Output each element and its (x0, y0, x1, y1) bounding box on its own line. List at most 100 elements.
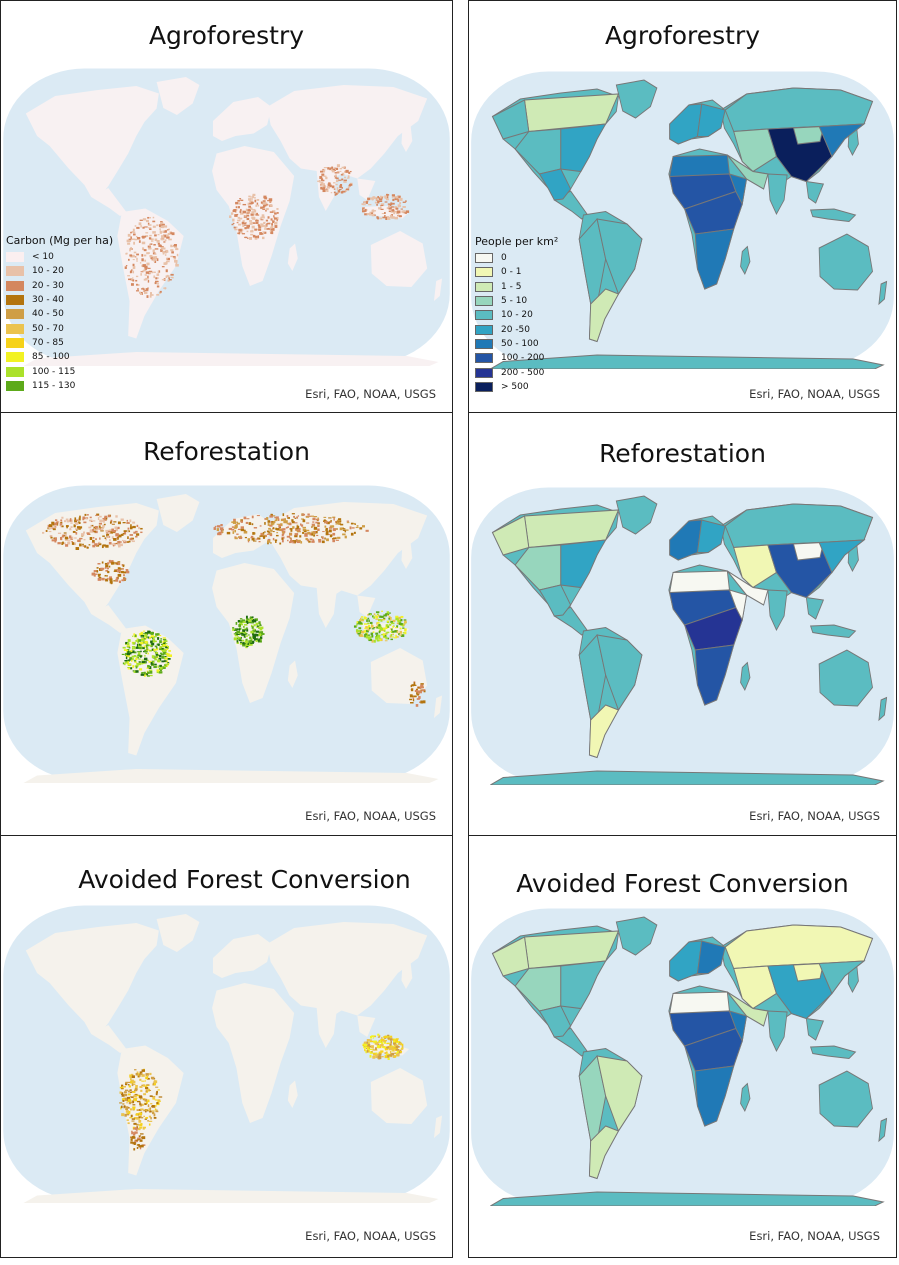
carbon-pixel (88, 526, 92, 529)
carbon-pixel (144, 640, 148, 644)
carbon-pixel (332, 538, 334, 540)
carbon-pixel (389, 617, 392, 619)
carbon-pixel (391, 196, 394, 198)
carbon-pixel (107, 532, 109, 536)
carbon-pixel (165, 663, 169, 666)
carbon-pixel (159, 640, 162, 644)
carbon-pixel (135, 640, 138, 642)
carbon-pixel (157, 270, 160, 274)
carbon-pixel (154, 260, 157, 263)
carbon-pixel (380, 217, 383, 220)
carbon-pixel (86, 514, 89, 516)
carbon-pixel (238, 624, 242, 627)
carbon-pixel (384, 640, 388, 642)
carbon-pixel (246, 628, 249, 632)
carbon-pixel (132, 1134, 136, 1136)
attribution: Esri, FAO, NOAA, USGS (305, 1229, 436, 1243)
carbon-pixel (116, 536, 119, 540)
carbon-pixel (166, 234, 169, 237)
carbon-pixel (105, 564, 109, 568)
carbon-pixel (275, 518, 278, 521)
carbon-pixel (419, 690, 422, 694)
carbon-pixel (133, 1141, 136, 1144)
carbon-pixel (51, 539, 55, 542)
carbon-pixel (120, 1106, 122, 1110)
carbon-pixel (142, 1126, 145, 1130)
carbon-pixel (123, 1093, 128, 1097)
carbon-pixel (147, 671, 150, 674)
legend-entry: < 10 (6, 250, 113, 264)
carbon-pixel (388, 207, 392, 210)
carbon-pixel (156, 224, 159, 227)
carbon-pixel (231, 529, 233, 531)
carbon-pixel (159, 244, 162, 247)
carbon-pixel (412, 697, 415, 700)
carbon-pixel (51, 521, 55, 525)
carbon-pixel (123, 1105, 126, 1108)
carbon-pixel (165, 261, 168, 265)
carbon-pixel (260, 631, 264, 634)
carbon-pixel (160, 246, 165, 250)
carbon-pixel (272, 520, 276, 524)
region-centralAfr (683, 190, 743, 235)
carbon-pixel (146, 295, 149, 298)
carbon-pixel (393, 211, 396, 215)
carbon-pixel (395, 1044, 398, 1046)
carbon-pixel (98, 525, 101, 529)
carbon-pixel (61, 535, 64, 538)
carbon-pixel (368, 636, 372, 639)
carbon-pixel (237, 620, 240, 623)
land-seAsia (357, 178, 376, 200)
carbon-pixel (409, 694, 413, 696)
carbon-pixel (421, 689, 426, 691)
carbon-pixel (323, 516, 327, 518)
carbon-pixel (236, 222, 239, 224)
carbon-pixel (233, 633, 236, 635)
carbon-pixel (358, 627, 362, 630)
carbon-pixel (141, 1136, 145, 1139)
carbon-pixel (124, 662, 126, 666)
carbon-pixel (371, 197, 374, 201)
carbon-pixel (392, 1038, 395, 1040)
carbon-pixel (138, 668, 143, 671)
world-map-people-reforestation (469, 485, 896, 785)
carbon-pixel (119, 1091, 122, 1094)
carbon-pixel (240, 208, 242, 212)
carbon-pixel (144, 649, 148, 653)
carbon-pixel (251, 515, 254, 519)
carbon-pixel (366, 200, 369, 202)
carbon-pixel (118, 534, 122, 538)
carbon-pixel (236, 521, 238, 523)
carbon-pixel (139, 1147, 142, 1150)
carbon-pixel (127, 536, 129, 539)
carbon-pixel (157, 670, 159, 673)
land-seAsia (805, 596, 825, 620)
carbon-pixel (101, 577, 105, 581)
carbon-pixel (137, 288, 139, 291)
carbon-pixel (238, 628, 241, 631)
carbon-pixel (159, 646, 163, 649)
carbon-pixel (395, 207, 399, 210)
carbon-pixel (355, 624, 358, 627)
carbon-pixel (101, 561, 104, 564)
region-centralAfr (683, 606, 743, 651)
carbon-pixel (324, 521, 328, 523)
carbon-pixel (363, 209, 365, 211)
carbon-pixel (153, 665, 157, 669)
legend-swatch (475, 338, 493, 349)
carbon-pixel (238, 536, 243, 539)
carbon-pixel (349, 170, 352, 173)
legend-title: Carbon (Mg per ha) (6, 234, 114, 247)
carbon-pixel (109, 576, 113, 580)
legend-label: 10 - 20 (32, 266, 64, 277)
carbon-pixel (48, 524, 53, 527)
carbon-pixel (274, 225, 278, 228)
carbon-pixel (397, 214, 400, 216)
region-mideast (726, 570, 769, 606)
carbon-pixel (171, 232, 175, 236)
carbon-pixel (240, 526, 244, 529)
legend-label: 20 - 30 (32, 280, 64, 291)
carbon-pixel (261, 533, 264, 535)
carbon-pixel (389, 618, 392, 621)
carbon-pixel (137, 1138, 141, 1141)
